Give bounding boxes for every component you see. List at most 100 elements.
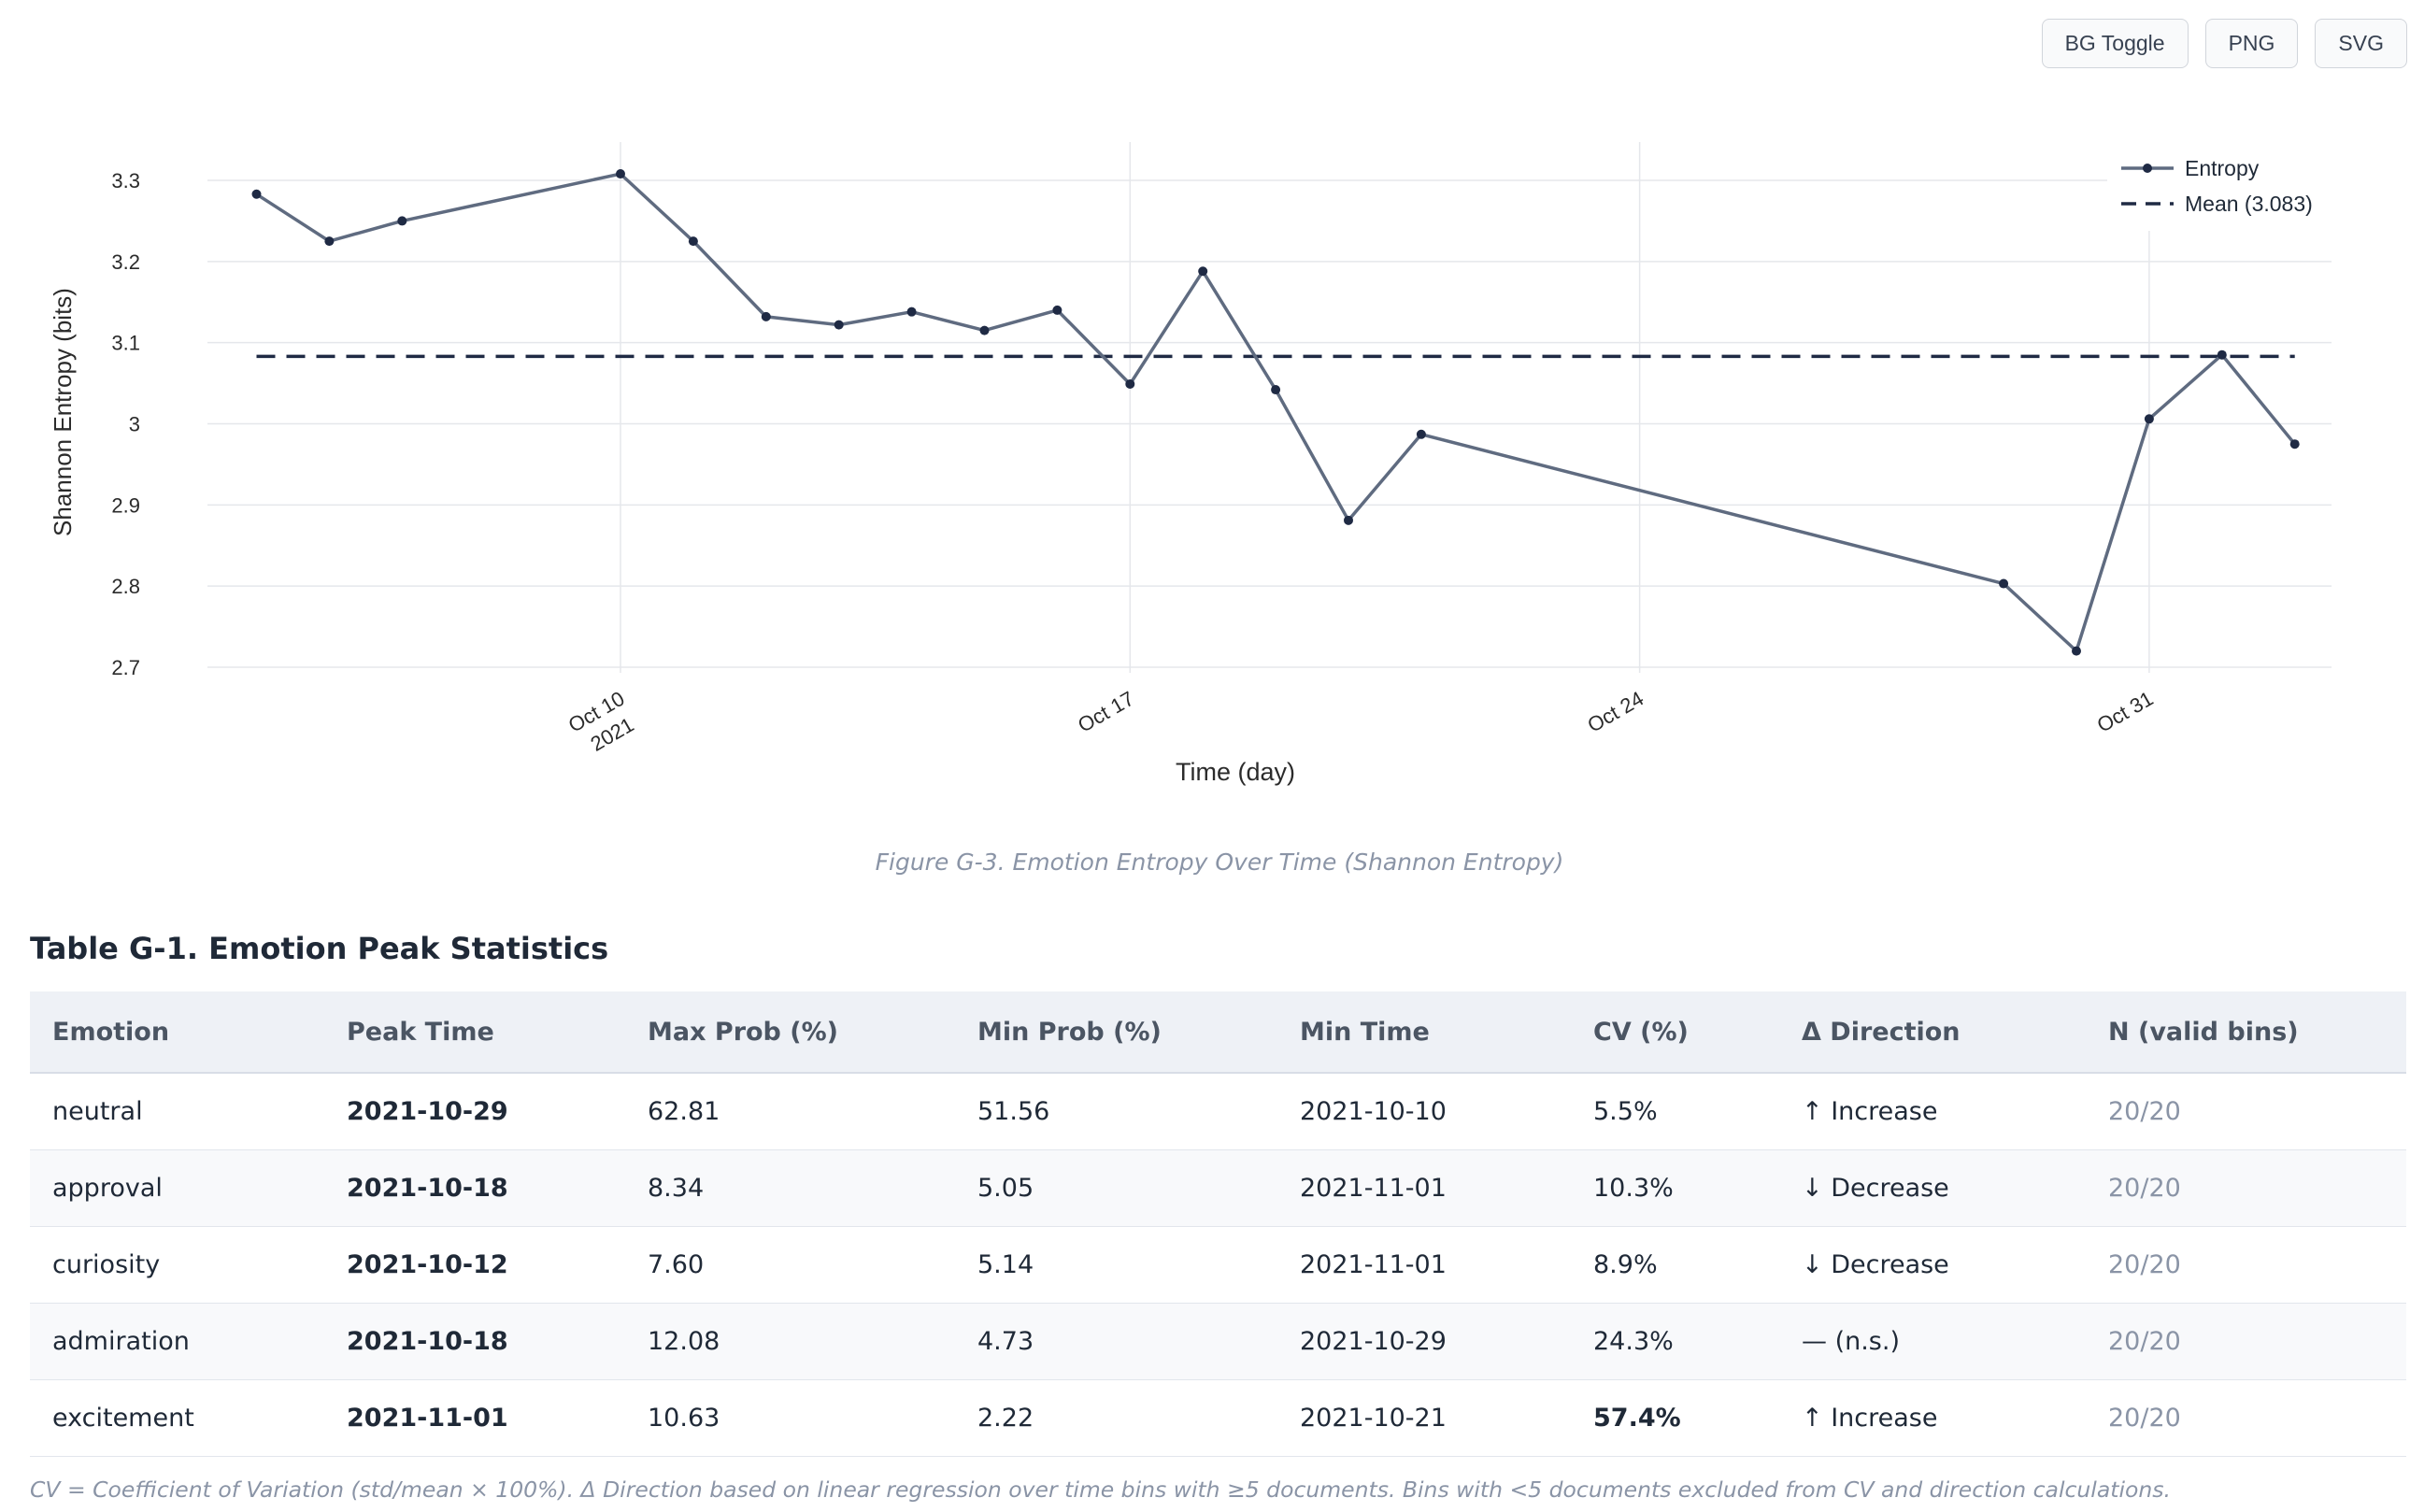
cell-peak-time: 2021-10-18 [324, 1303, 625, 1380]
legend-entropy-label: Entropy [2185, 156, 2260, 180]
header-peak-time: Peak Time [324, 991, 625, 1074]
header-n-valid-bins: N (valid bins) [2086, 991, 2406, 1074]
emotion-peak-table: Emotion Peak Time Max Prob (%) Min Prob … [30, 991, 2406, 1457]
cell-max-prob: 12.08 [625, 1303, 955, 1380]
cell-min-time: 2021-11-01 [1277, 1226, 1571, 1304]
png-export-button[interactable]: PNG [2204, 19, 2299, 68]
cell-cv: 24.3% [1571, 1303, 1779, 1380]
cell-peak-time: 2021-10-12 [324, 1226, 625, 1304]
cell-emotion: admiration [30, 1303, 324, 1380]
entropy-point [324, 236, 335, 247]
cell-emotion: curiosity [30, 1226, 324, 1304]
legend-mean-label: Mean (3.083) [2185, 192, 2313, 216]
table-title: Table G-1. Emotion Peak Statistics [30, 931, 609, 966]
entropy-point [1271, 385, 1281, 395]
header-cv: CV (%) [1571, 991, 1779, 1074]
cell-min-prob: 4.73 [955, 1303, 1277, 1380]
cell-n-valid-bins: 20/20 [2086, 1149, 2406, 1227]
entropy-point [1198, 266, 1208, 277]
cell-n-valid-bins: 20/20 [2086, 1226, 2406, 1304]
cell-min-time: 2021-10-29 [1277, 1303, 1571, 1380]
entropy-point [2217, 349, 2227, 360]
y-tick-label: 3.1 [111, 332, 140, 355]
x-tick-label: Oct 24 [1583, 687, 1647, 737]
cell-peak-time: 2021-11-01 [324, 1379, 625, 1457]
header-direction: Δ Direction [1779, 991, 2086, 1074]
table-row: admiration 2021-10-18 12.08 4.73 2021-10… [30, 1303, 2406, 1380]
cell-min-prob: 5.14 [955, 1226, 1277, 1304]
cell-emotion: approval [30, 1149, 324, 1227]
cell-max-prob: 7.60 [625, 1226, 955, 1304]
cell-emotion: excitement [30, 1379, 324, 1457]
entropy-point [761, 311, 771, 321]
cell-direction: ↓ Decrease [1779, 1149, 2086, 1227]
y-axis-title: Shannon Entropy (bits) [49, 288, 77, 536]
header-emotion: Emotion [30, 991, 324, 1074]
x-axis-title: Time (day) [1176, 758, 1295, 786]
header-min-prob: Min Prob (%) [955, 991, 1277, 1074]
entropy-point [1125, 378, 1135, 389]
cell-direction: ↑ Increase [1779, 1073, 2086, 1150]
cell-peak-time: 2021-10-29 [324, 1073, 625, 1150]
entropy-point [1999, 578, 2009, 589]
entropy-point [2144, 414, 2154, 424]
table-row: neutral 2021-10-29 62.81 51.56 2021-10-1… [30, 1073, 2406, 1150]
legend-background [2107, 142, 2332, 231]
cell-min-prob: 5.05 [955, 1149, 1277, 1227]
cell-emotion: neutral [30, 1073, 324, 1150]
header-min-time: Min Time [1277, 991, 1571, 1074]
cell-cv: 10.3% [1571, 1149, 1779, 1227]
cell-cv: 8.9% [1571, 1226, 1779, 1304]
cell-min-time: 2021-10-21 [1277, 1379, 1571, 1457]
cell-n-valid-bins: 20/20 [2086, 1379, 2406, 1457]
cell-direction: — (n.s.) [1779, 1303, 2086, 1380]
table-row: approval 2021-10-18 8.34 5.05 2021-11-01… [30, 1149, 2406, 1227]
entropy-point [906, 307, 917, 317]
cell-min-time: 2021-11-01 [1277, 1149, 1571, 1227]
entropy-point [1344, 515, 1353, 525]
cell-peak-time: 2021-10-18 [324, 1149, 625, 1227]
cell-cv: 57.4% [1571, 1379, 1779, 1457]
y-tick-label: 3 [129, 413, 140, 436]
cell-n-valid-bins: 20/20 [2086, 1073, 2406, 1150]
export-toolbar: BG Toggle PNG SVG [2041, 19, 2407, 68]
legend-entropy-marker [2143, 164, 2152, 173]
entropy-point [1416, 429, 1426, 439]
y-tick-label: 3.2 [111, 250, 140, 274]
entropy-point [688, 236, 698, 247]
entropy-point [1052, 305, 1062, 315]
entropy-point [397, 216, 407, 226]
grid-layer [207, 142, 2332, 673]
cell-max-prob: 8.34 [625, 1149, 955, 1227]
entropy-point [251, 189, 262, 199]
cell-direction: ↓ Decrease [1779, 1226, 2086, 1304]
cell-max-prob: 62.81 [625, 1073, 955, 1150]
figure-caption: Figure G-3. Emotion Entropy Over Time (S… [875, 849, 1564, 876]
header-max-prob: Max Prob (%) [625, 991, 955, 1074]
table-row: excitement 2021-11-01 10.63 2.22 2021-10… [30, 1379, 2406, 1457]
cell-min-prob: 51.56 [955, 1073, 1277, 1150]
x-tick-label: Oct 31 [2093, 687, 2158, 737]
chart-legend: Entropy Mean (3.083) [2107, 142, 2332, 231]
cell-min-time: 2021-10-10 [1277, 1073, 1571, 1150]
x-tick-label: Oct 17 [1074, 687, 1138, 737]
table-header-row: Emotion Peak Time Max Prob (%) Min Prob … [30, 991, 2406, 1074]
entropy-line [255, 172, 2297, 653]
y-tick-label: 2.8 [111, 575, 140, 598]
table-row: curiosity 2021-10-12 7.60 5.14 2021-11-0… [30, 1226, 2406, 1304]
y-tick-label: 2.9 [111, 493, 140, 517]
table-footnote: CV = Coefficient of Variation (std/mean … [30, 1476, 2171, 1503]
entropy-point [616, 169, 625, 179]
series-layer [251, 169, 2300, 656]
svg-export-button[interactable]: SVG [2315, 19, 2407, 68]
entropy-point [834, 320, 844, 330]
bg-toggle-button[interactable]: BG Toggle [2041, 19, 2189, 68]
entropy-point [2289, 439, 2300, 449]
cell-cv: 5.5% [1571, 1073, 1779, 1150]
cell-min-prob: 2.22 [955, 1379, 1277, 1457]
y-tick-label: 3.3 [111, 169, 140, 193]
entropy-point [2072, 646, 2081, 656]
cell-max-prob: 10.63 [625, 1379, 955, 1457]
entropy-point [979, 325, 990, 335]
